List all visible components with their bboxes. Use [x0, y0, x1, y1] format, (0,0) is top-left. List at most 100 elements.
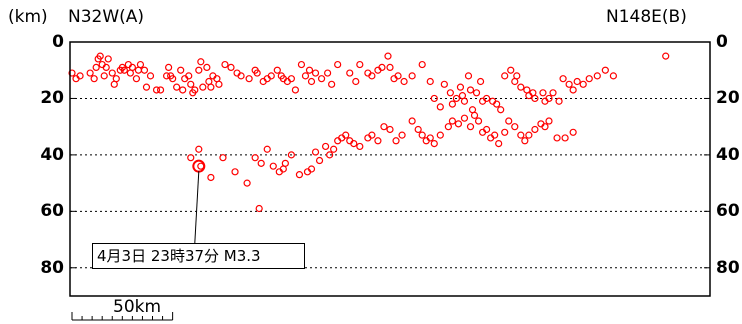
y-tick-label-left-80: 80	[40, 257, 64, 278]
plot-frame	[69, 41, 711, 297]
event-marker	[569, 128, 577, 136]
event-marker	[454, 120, 463, 128]
event-marker	[466, 123, 475, 131]
event-marker	[92, 63, 100, 72]
event-marker	[474, 117, 483, 125]
event-marker	[191, 86, 199, 94]
event-marker	[356, 142, 364, 151]
event-marker	[253, 69, 261, 77]
event-marker	[311, 69, 320, 77]
event-marker	[430, 140, 438, 148]
event-marker	[142, 83, 151, 91]
event-marker	[281, 159, 289, 167]
event-marker	[346, 69, 354, 77]
event-marker	[307, 77, 316, 86]
event-marker	[203, 63, 211, 72]
event-marker	[255, 204, 263, 213]
event-marker	[330, 145, 338, 153]
event-marker	[501, 72, 509, 80]
event-marker	[517, 83, 525, 91]
event-marker	[456, 83, 465, 91]
event-marker	[237, 72, 245, 80]
y-tick-label-right-80: 80	[716, 257, 740, 278]
event-marker	[257, 159, 265, 167]
event-marker	[436, 131, 444, 139]
event-marker	[227, 63, 235, 72]
event-marker	[483, 125, 491, 134]
event-marker	[324, 69, 332, 77]
event-marker	[368, 72, 376, 80]
event-marker	[215, 80, 223, 88]
event-marker	[505, 117, 513, 125]
y-tick-label-right-60: 60	[716, 201, 740, 222]
event-marker	[169, 75, 177, 83]
event-marker	[545, 117, 553, 125]
event-marker	[466, 86, 475, 94]
event-marker	[311, 148, 320, 156]
event-marker	[187, 154, 195, 162]
event-marker	[384, 52, 392, 60]
event-marker	[448, 117, 456, 125]
event-marker	[245, 75, 253, 83]
event-marker	[295, 171, 304, 179]
event-marker	[177, 66, 185, 74]
event-marker	[342, 131, 350, 139]
event-marker	[197, 58, 205, 66]
y-tick-label-left-20: 20	[40, 88, 64, 109]
event-marker	[418, 60, 426, 69]
event-marker	[398, 131, 406, 139]
event-marker	[120, 66, 128, 74]
event-marker	[273, 66, 281, 74]
right-direction-label: N148E(B)	[606, 7, 687, 27]
event-marker	[511, 123, 519, 131]
event-marker	[464, 72, 473, 80]
event-marker	[128, 63, 136, 72]
event-marker	[491, 131, 499, 139]
event-marker	[132, 75, 141, 83]
event-marker	[426, 134, 434, 142]
event-marker	[507, 66, 515, 74]
event-marker	[243, 179, 251, 187]
event-marker	[452, 94, 461, 103]
event-marker	[549, 89, 557, 97]
event-marker	[68, 69, 76, 77]
event-marker	[321, 142, 330, 151]
event-marker	[163, 72, 171, 80]
event-marker	[386, 125, 394, 134]
y-tick-label-left-60: 60	[40, 201, 64, 222]
event-marker	[263, 145, 271, 153]
event-marker	[173, 83, 181, 91]
event-marker	[460, 114, 469, 122]
event-marker	[96, 52, 104, 60]
unit-label: (km)	[8, 7, 48, 27]
event-marker	[493, 100, 501, 108]
event-marker	[430, 94, 438, 103]
event-marker	[207, 173, 215, 182]
event-marker	[495, 140, 503, 148]
event-marker	[374, 137, 382, 145]
event-marker	[483, 94, 491, 103]
event-marker	[497, 106, 505, 114]
event-marker	[76, 72, 84, 80]
event-marker	[426, 77, 434, 86]
event-marker	[112, 75, 120, 83]
event-marker	[394, 72, 402, 80]
event-marker	[569, 86, 577, 94]
event-marker	[108, 69, 116, 77]
event-marker	[328, 80, 336, 88]
event-marker	[219, 154, 227, 162]
event-marker	[287, 75, 295, 83]
event-marker	[531, 125, 539, 134]
event-marker	[326, 151, 334, 159]
event-marker	[195, 145, 203, 153]
event-marker	[297, 60, 306, 69]
event-marker	[476, 77, 485, 86]
event-marker	[565, 80, 573, 88]
event-marker	[408, 117, 416, 125]
event-marker	[440, 80, 448, 88]
event-marker	[585, 75, 593, 83]
event-marker	[287, 151, 295, 159]
event-marker	[541, 123, 549, 131]
event-marker	[525, 131, 533, 139]
event-marker	[350, 140, 358, 148]
